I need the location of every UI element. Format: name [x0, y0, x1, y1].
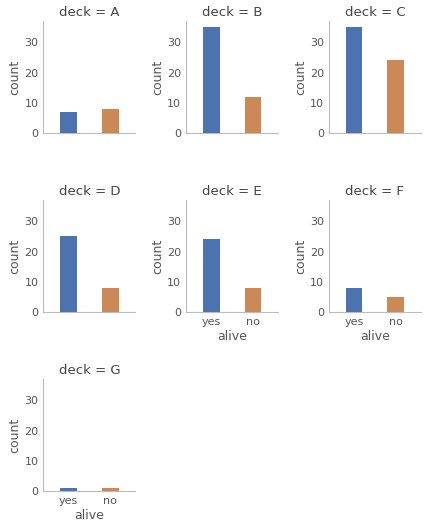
X-axis label: alive: alive	[75, 508, 105, 522]
Bar	[203, 27, 220, 133]
Bar	[203, 240, 220, 312]
Y-axis label: count: count	[294, 239, 307, 274]
Bar	[60, 112, 77, 133]
Bar	[102, 109, 119, 133]
Y-axis label: count: count	[9, 60, 22, 95]
Title: deck = B: deck = B	[202, 6, 263, 18]
Bar	[345, 288, 362, 312]
Bar	[102, 488, 119, 491]
Title: deck = G: deck = G	[59, 364, 120, 376]
Title: deck = F: deck = F	[345, 185, 404, 197]
Title: deck = E: deck = E	[202, 185, 262, 197]
Bar	[345, 27, 362, 133]
Bar	[60, 237, 77, 312]
Y-axis label: count: count	[151, 60, 164, 95]
Title: deck = A: deck = A	[59, 6, 120, 18]
Title: deck = D: deck = D	[59, 185, 120, 197]
Title: deck = C: deck = C	[345, 6, 405, 18]
Y-axis label: count: count	[294, 60, 307, 95]
Y-axis label: count: count	[9, 418, 22, 452]
X-axis label: alive: alive	[217, 329, 247, 343]
Bar	[245, 288, 262, 312]
Y-axis label: count: count	[9, 239, 22, 274]
Bar	[388, 297, 404, 312]
Bar	[388, 60, 404, 133]
Bar	[245, 97, 262, 133]
X-axis label: alive: alive	[360, 329, 390, 343]
Y-axis label: count: count	[151, 239, 164, 274]
Bar	[60, 488, 77, 491]
Bar	[102, 288, 119, 312]
